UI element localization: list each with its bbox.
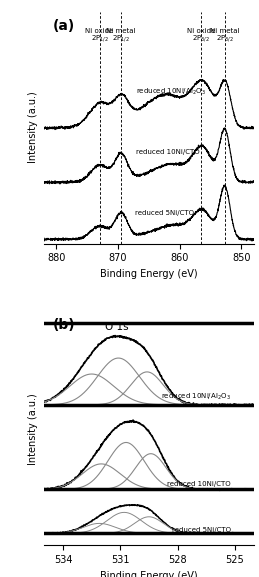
Text: 2P$_{3/2}$: 2P$_{3/2}$ [216, 33, 234, 44]
Text: 2P$_{1/2}$: 2P$_{1/2}$ [112, 33, 130, 44]
Text: reduced 10Ni/Al$_2$O$_3$: reduced 10Ni/Al$_2$O$_3$ [161, 392, 231, 403]
Text: reduced 5Ni/CTO: reduced 5Ni/CTO [172, 527, 231, 533]
Text: 2P$_{3/2}$: 2P$_{3/2}$ [192, 33, 210, 44]
Text: Ni oxide: Ni oxide [85, 28, 114, 34]
Text: O 1s: O 1s [105, 323, 128, 332]
X-axis label: Binding Energy (eV): Binding Energy (eV) [100, 571, 198, 577]
Text: Ni metal: Ni metal [106, 28, 136, 34]
X-axis label: Binding Energy (eV): Binding Energy (eV) [100, 269, 198, 279]
Text: (b): (b) [52, 318, 75, 332]
Text: Ni metal: Ni metal [210, 28, 240, 34]
Text: reduced 10Ni/CTO: reduced 10Ni/CTO [167, 481, 231, 487]
Text: 2P$_{1/2}$: 2P$_{1/2}$ [91, 33, 109, 44]
Text: Ni oxide: Ni oxide [187, 28, 215, 34]
Text: reduced 10Ni/Al$_2$O$_3$: reduced 10Ni/Al$_2$O$_3$ [136, 87, 205, 97]
Y-axis label: Intensity (a.u.): Intensity (a.u.) [28, 394, 39, 465]
Text: (a): (a) [52, 18, 75, 32]
Y-axis label: Intensity (a.u.): Intensity (a.u.) [28, 92, 39, 163]
Text: reduced 5Ni/CTO: reduced 5Ni/CTO [135, 211, 194, 216]
Text: reduced 10Ni/CTO: reduced 10Ni/CTO [136, 149, 199, 155]
